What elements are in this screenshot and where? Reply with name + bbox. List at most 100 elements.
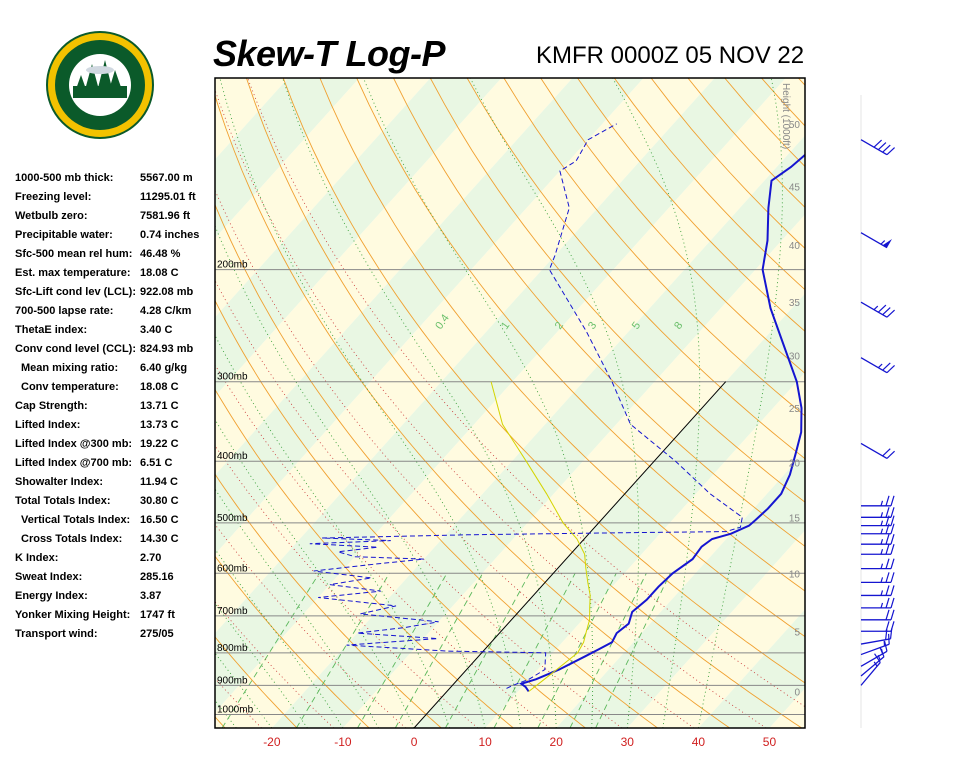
index-value: 46.48 % bbox=[140, 247, 181, 260]
wind-barb-half bbox=[880, 590, 884, 596]
index-label: Yonker Mixing Height: bbox=[15, 608, 131, 621]
wind-barb-full bbox=[885, 609, 890, 621]
height-tick-label: 50 bbox=[789, 120, 801, 131]
isotherm-band bbox=[627, 530, 805, 728]
index-row: Cross Totals Index: 14.30 C bbox=[15, 529, 215, 548]
wind-barb-full bbox=[882, 448, 891, 457]
index-label: Total Totals Index: bbox=[15, 494, 111, 507]
wind-barb-half bbox=[880, 577, 884, 583]
index-row: Lifted Index: 13.73 C bbox=[15, 415, 215, 434]
index-row: Precipitable water: 0.74 inches bbox=[15, 225, 215, 244]
index-value: 5567.00 m bbox=[140, 171, 193, 184]
index-label: Freezing level: bbox=[15, 190, 92, 203]
height-tick-label: 25 bbox=[789, 404, 801, 415]
index-value: 13.71 C bbox=[140, 399, 179, 412]
index-row: Vertical Totals Index: 16.50 C bbox=[15, 510, 215, 529]
index-value: 18.08 C bbox=[140, 266, 179, 279]
x-tick-label: 30 bbox=[621, 735, 635, 749]
isotherm-band bbox=[215, 78, 218, 81]
mixing-ratio-label: 5 bbox=[630, 320, 643, 332]
wind-barb-full bbox=[886, 365, 895, 374]
wind-barb-half bbox=[880, 520, 884, 526]
wind-barb-full bbox=[882, 362, 891, 371]
mixing-ratio-line bbox=[296, 573, 390, 728]
pressure-label: 400mb bbox=[217, 451, 248, 462]
dry-adiabat bbox=[797, 78, 805, 86]
wind-barb bbox=[860, 357, 895, 374]
index-label: ThetaE index: bbox=[15, 323, 88, 336]
wind-barb-half bbox=[880, 539, 884, 545]
index-row: ThetaE index: 3.40 C bbox=[15, 320, 215, 339]
wind-barb bbox=[861, 523, 895, 535]
dry-adiabat bbox=[0, 78, 153, 728]
index-value: 13.73 C bbox=[140, 418, 179, 431]
wind-barb-half bbox=[873, 661, 878, 667]
station-time-label: KMFR 0000Z 05 NOV 22 bbox=[536, 42, 805, 69]
pressure-label: 1000mb bbox=[217, 705, 254, 716]
pressure-label: 900mb bbox=[217, 675, 248, 686]
index-label: Conv cond level (CCL): bbox=[15, 342, 137, 355]
index-label: Est. max temperature: bbox=[15, 266, 131, 279]
wind-barb-full bbox=[890, 507, 895, 518]
index-row: 700-500 lapse rate: 4.28 C/km bbox=[15, 301, 215, 320]
dry-adiabat bbox=[245, 78, 802, 728]
index-row: Lifted Index @700 mb: 6.51 C bbox=[15, 453, 215, 472]
index-label: Lifted Index: bbox=[15, 418, 81, 431]
index-row: Sfc-500 mean rel hum: 46.48 % bbox=[15, 244, 215, 263]
wind-barb-half bbox=[880, 512, 884, 518]
wind-barb-half bbox=[880, 563, 884, 569]
dry-adiabat bbox=[319, 78, 805, 638]
index-value: 7581.96 ft bbox=[140, 209, 191, 222]
moist-adiabat bbox=[612, 78, 701, 728]
wind-barb-full bbox=[890, 544, 895, 555]
wind-barb bbox=[861, 515, 895, 527]
wind-barb bbox=[860, 301, 895, 318]
index-label: Showalter Index: bbox=[15, 475, 104, 488]
saturated-adiabat-alt bbox=[247, 78, 805, 708]
height-tick-label: 30 bbox=[789, 352, 801, 363]
mixing-ratio-label: 1 bbox=[499, 320, 512, 332]
index-label: Lifted Index @300 mb: bbox=[15, 437, 133, 450]
index-row: 1000-500 mb thick: 5567.00 m bbox=[15, 168, 215, 187]
wind-barb-full bbox=[879, 646, 885, 657]
wind-barb-full bbox=[885, 523, 890, 534]
dry-adiabat bbox=[872, 78, 960, 728]
dry-adiabat bbox=[835, 78, 960, 728]
index-value: 0.74 inches bbox=[140, 228, 200, 241]
wind-barb bbox=[860, 628, 893, 645]
wind-barb-full bbox=[886, 450, 895, 459]
wind-barb-full bbox=[885, 597, 890, 609]
index-value: 11295.01 ft bbox=[140, 190, 196, 203]
wind-barb bbox=[861, 572, 895, 584]
index-value: 3.40 C bbox=[140, 323, 173, 336]
wind-barb bbox=[860, 442, 895, 459]
mixing-ratio-line bbox=[537, 573, 617, 728]
moist-adiabat bbox=[215, 224, 486, 728]
height-tick-label: 0 bbox=[794, 687, 800, 698]
x-tick-label: 20 bbox=[550, 735, 564, 749]
wind-barb-full bbox=[890, 515, 895, 526]
wind-barb-full bbox=[885, 534, 890, 545]
chart-title: Skew-T Log-P bbox=[213, 33, 446, 74]
index-row: Freezing level: 11295.01 ft bbox=[15, 187, 215, 206]
index-row: Est. max temperature: 18.08 C bbox=[15, 263, 215, 282]
index-label: Cap Strength: bbox=[15, 399, 88, 412]
wind-barb bbox=[861, 597, 895, 609]
index-label: Wetbulb zero: bbox=[15, 209, 88, 222]
mixing-ratio-line bbox=[493, 573, 576, 728]
odf-logo bbox=[45, 30, 155, 140]
wind-barb bbox=[861, 609, 895, 621]
pressure-label: 500mb bbox=[217, 513, 248, 524]
x-tick-label: 10 bbox=[478, 735, 492, 749]
wind-barb-full bbox=[887, 633, 890, 645]
series-line-2 bbox=[490, 381, 591, 692]
height-tick-label: 20 bbox=[789, 459, 801, 470]
index-value: 285.16 bbox=[140, 570, 174, 583]
wind-barb-full bbox=[885, 544, 890, 555]
index-value: 922.08 mb bbox=[140, 285, 194, 298]
dry-adiabat bbox=[215, 388, 514, 728]
index-row: Showalter Index: 11.94 C bbox=[15, 472, 215, 491]
wind-barb-full bbox=[885, 558, 890, 569]
index-label: Transport wind: bbox=[15, 627, 98, 640]
pressure-label: 300mb bbox=[217, 372, 248, 383]
